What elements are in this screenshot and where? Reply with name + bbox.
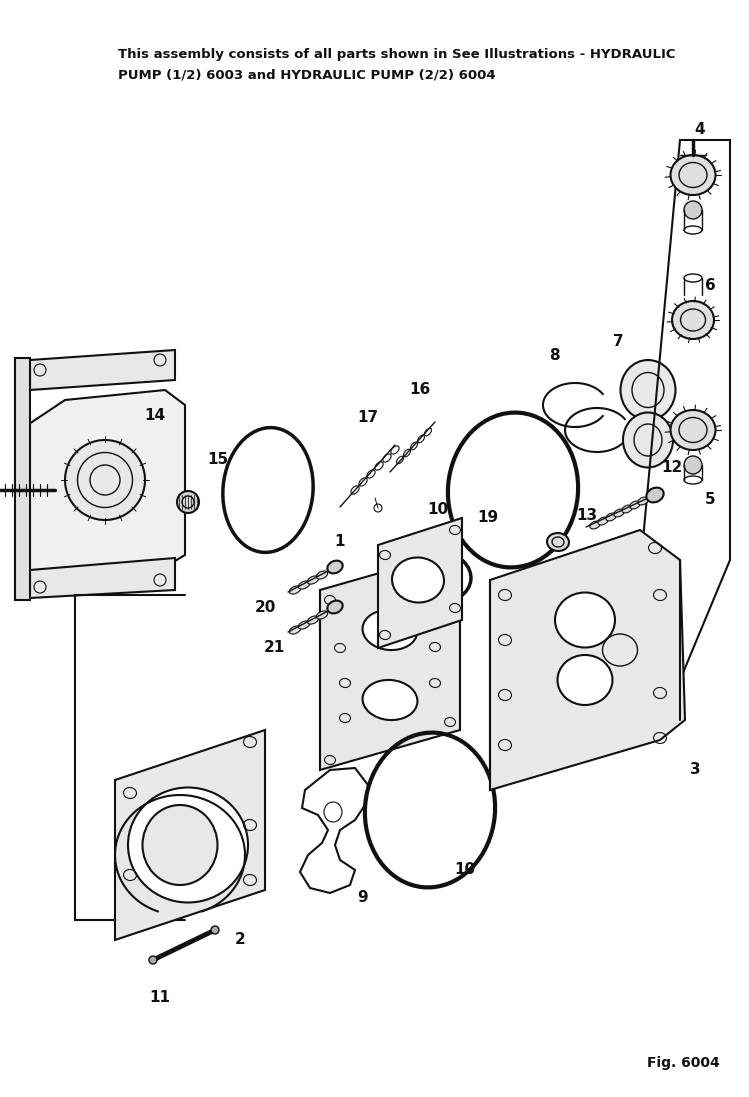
Ellipse shape [307,576,318,584]
Text: 10: 10 [428,502,449,518]
Text: 8: 8 [549,348,560,362]
Ellipse shape [684,201,702,219]
Ellipse shape [613,509,624,517]
Polygon shape [320,550,460,770]
Ellipse shape [646,487,664,502]
Text: 4: 4 [694,123,706,137]
Ellipse shape [149,955,157,964]
Ellipse shape [606,513,616,521]
Polygon shape [30,558,175,598]
Polygon shape [115,730,265,940]
Text: 10: 10 [455,862,476,878]
Text: 9: 9 [358,891,369,905]
Ellipse shape [142,805,217,885]
Text: 16: 16 [410,383,431,397]
Text: 2: 2 [234,932,246,948]
Polygon shape [30,350,175,391]
Ellipse shape [128,788,248,903]
Text: Fig. 6004: Fig. 6004 [647,1056,720,1070]
Text: 7: 7 [613,335,623,350]
Text: 1: 1 [335,534,345,550]
Text: 5: 5 [705,493,715,508]
Ellipse shape [672,301,714,339]
Text: PUMP (1/2) 6003 and HYDRAULIC PUMP (2/2) 6004: PUMP (1/2) 6003 and HYDRAULIC PUMP (2/2)… [118,68,496,81]
Ellipse shape [547,533,569,551]
Ellipse shape [557,655,613,705]
Ellipse shape [65,440,145,520]
Ellipse shape [327,600,343,613]
Text: 15: 15 [207,452,228,467]
Ellipse shape [307,615,318,624]
Ellipse shape [620,360,676,420]
Polygon shape [490,530,685,790]
Ellipse shape [298,621,309,629]
Text: 6: 6 [705,278,715,293]
Ellipse shape [589,521,600,529]
Ellipse shape [392,557,444,602]
Text: 19: 19 [477,510,499,525]
Ellipse shape [316,570,327,579]
Text: 12: 12 [661,461,682,475]
Text: 14: 14 [145,407,166,422]
Text: 3: 3 [690,762,700,778]
Ellipse shape [670,155,715,195]
Ellipse shape [289,586,300,595]
Polygon shape [20,391,185,580]
Ellipse shape [363,610,417,651]
Ellipse shape [623,412,673,467]
Ellipse shape [684,456,702,474]
Text: 20: 20 [255,600,276,615]
Text: 17: 17 [357,410,378,426]
Ellipse shape [555,592,615,647]
Ellipse shape [316,611,327,619]
Polygon shape [378,518,462,648]
Text: This assembly consists of all parts shown in See Illustrations - HYDRAULIC: This assembly consists of all parts show… [118,48,676,61]
Ellipse shape [177,491,199,513]
Text: 21: 21 [264,641,285,656]
Ellipse shape [630,501,640,509]
Ellipse shape [638,497,648,505]
Ellipse shape [598,517,608,525]
Text: 11: 11 [150,989,171,1005]
Polygon shape [15,358,30,600]
Ellipse shape [298,581,309,589]
Ellipse shape [622,505,632,513]
Ellipse shape [327,561,343,574]
Ellipse shape [363,680,417,720]
Text: 13: 13 [577,508,598,522]
Ellipse shape [211,926,219,934]
Ellipse shape [289,626,300,634]
Ellipse shape [670,410,715,450]
